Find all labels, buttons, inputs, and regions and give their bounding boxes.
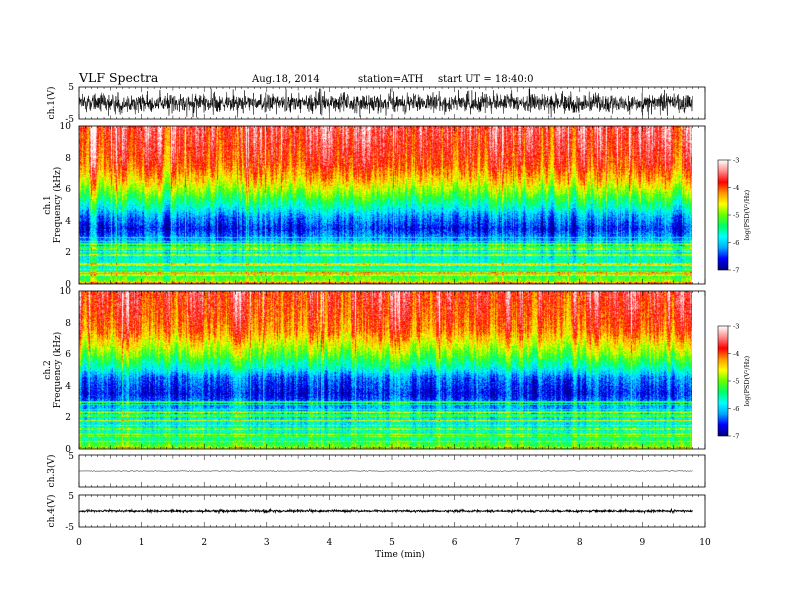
x-tick-label-6: 6 — [452, 538, 458, 548]
ch1-waveform-panel: 5 -5 ch.1(V) — [46, 83, 706, 125]
x-tick-label-3: 3 — [264, 538, 270, 548]
ch1-spectrogram-ylabel-line1: ch.1 — [43, 195, 53, 214]
ch3-waveform-ylabel: ch.3(V) — [46, 455, 57, 488]
date-label: Aug.18, 2014 — [251, 74, 320, 85]
ch1-colorbar: -3 -4 -5 -6 -7 log(PSD(V²/Hz) — [717, 157, 751, 275]
cb2-ticks-label-3: -6 — [733, 405, 739, 413]
station-label: station=ATH — [358, 74, 424, 85]
ch2-colorbar-ticks: -3 -4 -5 -6 -7 — [728, 323, 739, 441]
ch1-waveform-ylabel: ch.1(V) — [46, 87, 57, 120]
x-axis-label: Time (min) — [375, 549, 425, 560]
ch1-colorbar-gradient — [718, 160, 728, 270]
ch2-spectrogram-panel: 0 2 4 6 8 10 ch.2 Frequency (kHz) -3 -4 -5… — [43, 287, 751, 455]
x-tick-label-4: 4 — [327, 538, 333, 548]
ch1-waveform-trace — [78, 88, 693, 118]
cb1-ticks-label-4: -7 — [733, 267, 739, 275]
ch2-ytick-0: 0 — [65, 445, 71, 455]
ch1-spectrogram-image — [79, 126, 692, 284]
ch1-spectrogram-ticks — [78, 126, 706, 284]
ch2-spectrogram-image — [79, 291, 692, 449]
cb2-ticks-label-0: -3 — [733, 323, 739, 331]
x-tick-label-7: 7 — [514, 538, 520, 548]
ch1-ytick-8: 8 — [65, 154, 71, 164]
ch1-spectrogram-ylabel-line2: Frequency (kHz) — [52, 167, 63, 244]
ch1-ytick-4: 4 — [65, 217, 71, 227]
ch3-ytick-top: 5 — [68, 452, 74, 462]
ch3-waveform-ticks — [78, 455, 706, 487]
figure-title: VLF Spectra — [78, 70, 159, 85]
cb1-ticks-label-3: -6 — [733, 239, 739, 247]
cb2-ticks-label-1: -4 — [733, 350, 739, 358]
ch1-spectrogram-panel: 0 2 4 6 8 10 ch.1 Frequency (kHz) -3 -4 -5… — [43, 122, 751, 290]
ch1-spectrogram-yticks: 0 2 4 6 8 10 — [60, 122, 72, 290]
ch2-ytick-8: 8 — [65, 319, 71, 329]
x-tick-label-9: 9 — [640, 538, 646, 548]
ch1-ytick-6: 6 — [65, 185, 71, 195]
start-time-label: start UT = 18:40:0 — [438, 74, 533, 85]
ch3-waveform-trace — [78, 469, 693, 473]
x-tick-label-2: 2 — [201, 538, 207, 548]
trace-ch3-line — [78, 469, 693, 473]
ch2-ytick-10: 10 — [60, 287, 72, 297]
ch4-ytick-top: 5 — [68, 492, 74, 502]
trace-ch1-line — [78, 88, 693, 118]
ch2-colorbar: -3 -4 -5 -6 -7 log(PSD(V²/Hz) — [717, 323, 751, 441]
ch2-ytick-2: 2 — [65, 413, 71, 423]
ch4-ytick-bottom: -5 — [65, 523, 74, 533]
ch1-waveform-ticks — [78, 87, 706, 119]
ch2-spectrogram-ticks — [78, 291, 706, 449]
x-tick-label-0: 0 — [76, 538, 82, 548]
ch1-ytick-bottom: -5 — [65, 115, 74, 125]
x-tick-label-10: 10 — [699, 538, 711, 548]
cb1-ticks-label-1: -4 — [733, 184, 739, 192]
ch1-ytick-2: 2 — [65, 248, 71, 258]
ch1-ytick-0: 0 — [65, 280, 71, 290]
ch2-ytick-6: 6 — [65, 350, 71, 360]
cb1-ticks-label-2: -5 — [733, 212, 739, 220]
x-tick-label-1: 1 — [139, 538, 145, 548]
ch1-ytick-10: 10 — [60, 122, 72, 132]
ch1-colorbar-label: log(PSD(V²/Hz) — [743, 189, 751, 240]
ch2-colorbar-label: log(PSD(V²/Hz) — [743, 355, 751, 406]
cb2-ticks-label-4: -7 — [733, 433, 739, 441]
ch2-ytick-4: 4 — [65, 382, 71, 392]
ch2-spectrogram-ylabel-line2: Frequency (kHz) — [52, 332, 63, 409]
x-tick-label-5: 5 — [389, 538, 395, 548]
ch4-waveform-ylabel: ch.4(V) — [46, 495, 57, 528]
ch2-colorbar-gradient — [718, 326, 728, 436]
x-axis-tick-labels: 0 1 2 3 4 5 6 7 8 9 10 — [76, 538, 711, 548]
ch4-waveform-panel: 5 -5 ch.4(V) — [46, 492, 706, 533]
trace-ch4-line — [78, 507, 693, 515]
ch1-ytick-top: 5 — [68, 83, 74, 93]
ch3-waveform-panel: 5 ch.3(V) — [46, 452, 706, 488]
ch4-waveform-ticks — [78, 495, 706, 527]
x-tick-label-8: 8 — [577, 538, 583, 548]
ch4-waveform-trace — [78, 507, 693, 515]
cb1-ticks-label-0: -3 — [733, 157, 739, 165]
ch2-spectrogram-yticks: 0 2 4 6 8 10 — [60, 287, 72, 455]
ch2-spectrogram-ylabel-line1: ch.2 — [43, 360, 53, 379]
cb2-ticks-label-2: -5 — [733, 378, 739, 386]
ch1-colorbar-ticks: -3 -4 -5 -6 -7 — [728, 157, 739, 275]
